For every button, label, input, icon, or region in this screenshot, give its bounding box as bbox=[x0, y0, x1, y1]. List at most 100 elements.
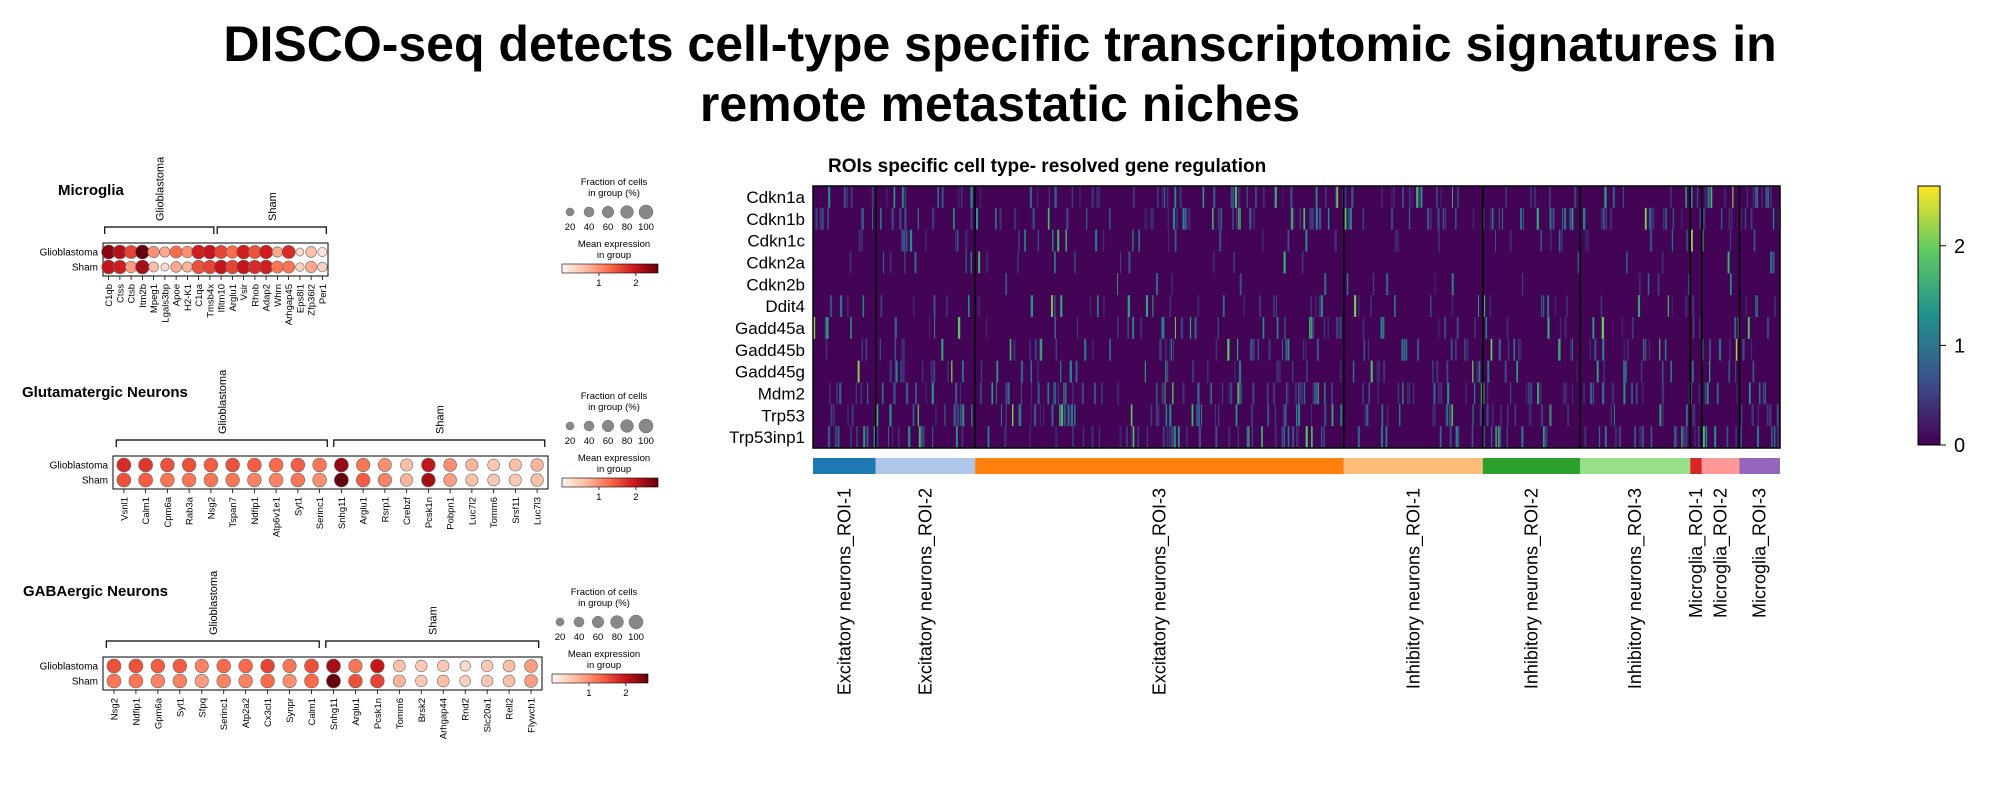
heatmap-cell-gadd45b bbox=[1170, 338, 1172, 361]
heatmap-cell-trp53inp1 bbox=[1125, 426, 1128, 448]
heatmap-cell-cdkn2b bbox=[1372, 273, 1375, 296]
heatmap-cell-cdkn1b bbox=[1311, 207, 1314, 230]
heatmap-cell-trp53inp1 bbox=[1311, 426, 1313, 448]
color-legend-title-1: Mean expression bbox=[568, 649, 640, 660]
dot-glioblastoma-luc7l3 bbox=[530, 458, 544, 472]
heatmap-cell-gadd45b bbox=[1648, 338, 1651, 361]
heatmap-cell-ddit4 bbox=[1276, 295, 1277, 317]
heatmap-cell-trp53inp1 bbox=[873, 426, 876, 448]
heatmap-cell-cdkn1b bbox=[970, 207, 973, 230]
heatmap-cell-cdkn1b bbox=[917, 207, 919, 230]
heatmap-cell-cdkn1a bbox=[1174, 186, 1177, 208]
heatmap-cell-cdkn1b bbox=[1315, 207, 1319, 230]
heatmap-cell-ddit4 bbox=[1051, 295, 1053, 317]
heatmap-cell-gadd45b bbox=[1571, 338, 1574, 361]
group-label-excitatory-neurons-roi-3: Excitatory neurons_ROI-3 bbox=[1149, 488, 1170, 695]
heatmap-cell-cdkn1b bbox=[1455, 207, 1457, 230]
heatmap-cell-gadd45b bbox=[1257, 338, 1259, 361]
size-legend-dot-60 bbox=[591, 615, 605, 629]
gene-label-serinc1: Serinc1 bbox=[219, 698, 230, 730]
heatmap-cell-cdkn1c bbox=[1509, 229, 1512, 252]
heatmap-cell-trp53inp1 bbox=[1130, 426, 1132, 448]
heatmap-cell-cdkn1c bbox=[1102, 229, 1105, 252]
heatmap-cell-gadd45a bbox=[1506, 317, 1509, 339]
heatmap-cell-trp53 bbox=[830, 404, 833, 427]
gene-label-atp2a2: Atp2a2 bbox=[241, 698, 252, 728]
heatmap-cell-trp53inp1 bbox=[1119, 426, 1122, 448]
dot-glioblastoma-syt1 bbox=[172, 658, 187, 674]
heatmap-cell-trp53inp1 bbox=[1297, 426, 1299, 448]
heatmap-cell-ddit4 bbox=[1030, 295, 1034, 317]
heatmap-cell-cdkn1b bbox=[1047, 207, 1050, 230]
color-legend-title-2: in group bbox=[597, 250, 631, 261]
heatmap-cell-gadd45b bbox=[1589, 338, 1591, 361]
heatmap-cell-ddit4 bbox=[1145, 295, 1148, 317]
heatmap-cell-cdkn1a bbox=[961, 186, 963, 208]
heatmap-cell-trp53inp1 bbox=[898, 426, 900, 448]
gene-label-brsk2: Brsk2 bbox=[417, 698, 428, 722]
heatmap-cell-trp53inp1 bbox=[922, 426, 925, 448]
heatmap-cell-gadd45g bbox=[1691, 360, 1694, 383]
heatmap-cell-trp53inp1 bbox=[1281, 426, 1284, 448]
heatmap-cell-cdkn1b bbox=[1445, 207, 1447, 230]
heatmap-cell-gadd45g bbox=[1670, 360, 1672, 383]
heatmap-cell-cdkn1a bbox=[1401, 186, 1404, 208]
heatmap-cell-cdkn1b bbox=[1472, 207, 1475, 230]
heatmap-cell-cdkn1a bbox=[1685, 186, 1687, 208]
dot-sham-atp6v1e1 bbox=[268, 472, 284, 488]
heatmap-cell-cdkn1b bbox=[1644, 207, 1647, 230]
heatmap-cell-cdkn1b bbox=[932, 207, 935, 230]
heatmap-cell-cdkn2a bbox=[849, 251, 852, 274]
heatmap-cell-gadd45b bbox=[1039, 338, 1041, 361]
heatmap-cell-gadd45a bbox=[1132, 317, 1135, 339]
heatmap-cell-cdkn1a bbox=[1351, 186, 1353, 208]
heatmap-cell-trp53 bbox=[1059, 404, 1061, 427]
heatmap-cell-cdkn1c bbox=[1334, 229, 1337, 252]
heatmap-cell-cdkn1c bbox=[1174, 229, 1177, 252]
dot-glioblastoma-flywch1 bbox=[524, 659, 538, 673]
heatmap-cell-gadd45b bbox=[1237, 338, 1239, 361]
heatmap-cell-trp53 bbox=[1296, 404, 1298, 427]
heatmap-cell-gadd45a bbox=[1766, 317, 1769, 339]
heatmap-cell-gadd45a bbox=[929, 317, 931, 339]
heatmap-cell-gadd45b bbox=[1405, 338, 1408, 361]
heatmap-cell-gadd45g bbox=[996, 360, 999, 383]
heatmap-cell-gadd45g bbox=[1709, 360, 1711, 383]
heatmap-cell-gadd45a bbox=[1601, 317, 1605, 339]
group-color-inhibitory-neurons-roi-1 bbox=[1343, 458, 1483, 474]
heatmap-cell-gadd45a bbox=[1592, 317, 1595, 339]
heatmap-cell-trp53 bbox=[1274, 404, 1277, 427]
heatmap-cell-trp53inp1 bbox=[1770, 426, 1773, 448]
heatmap-cell-mdm2 bbox=[1438, 382, 1440, 405]
heatmap-cell-cdkn1b bbox=[1720, 207, 1723, 230]
size-legend-dot-20 bbox=[565, 207, 575, 217]
heatmap-cell-cdkn1a bbox=[1282, 186, 1284, 208]
heatmap-cell-cdkn1c bbox=[1585, 229, 1587, 252]
heatmap-cell-gadd45a bbox=[1174, 317, 1176, 339]
dot-sham-mpeg1 bbox=[148, 261, 159, 273]
heatmap-cell-trp53 bbox=[1039, 404, 1042, 427]
heatmap-cell-gadd45a bbox=[813, 317, 816, 339]
heatmap-cell-gadd45a bbox=[824, 317, 827, 339]
heatmap-cell-trp53 bbox=[971, 404, 973, 427]
gene-label-synpr: Synpr bbox=[285, 698, 296, 723]
heatmap-cell-trp53 bbox=[1614, 404, 1616, 427]
size-legend-dot-100 bbox=[638, 418, 654, 434]
heatmap-cell-ddit4 bbox=[1152, 295, 1154, 317]
heatmap-cell-cdkn2a bbox=[986, 251, 988, 274]
heatmap-cell-ddit4 bbox=[1774, 295, 1776, 317]
heatmap-cell-gadd45a bbox=[894, 317, 897, 339]
heatmap-cell-trp53 bbox=[959, 404, 962, 427]
heatmap-cell-cdkn1c bbox=[1560, 229, 1563, 252]
gene-label-rnd2: Rnd2 bbox=[461, 698, 472, 721]
dot-glioblastoma-rab3a bbox=[181, 457, 197, 473]
heatmap-cell-cdkn1b bbox=[1390, 207, 1394, 230]
heatmap-cell-cdkn1b bbox=[1651, 207, 1653, 230]
dot-sham-rsrp1 bbox=[377, 472, 392, 488]
gene-label-eps8l1: Eps8l1 bbox=[295, 284, 306, 313]
heatmap-cell-trp53 bbox=[1741, 404, 1743, 427]
heatmap-cell-trp53 bbox=[1434, 404, 1436, 427]
heatmap-cell-gadd45g bbox=[1735, 360, 1737, 383]
heatmap-cell-mdm2 bbox=[1635, 382, 1638, 405]
heatmap-cell-cdkn1b bbox=[1232, 207, 1234, 230]
